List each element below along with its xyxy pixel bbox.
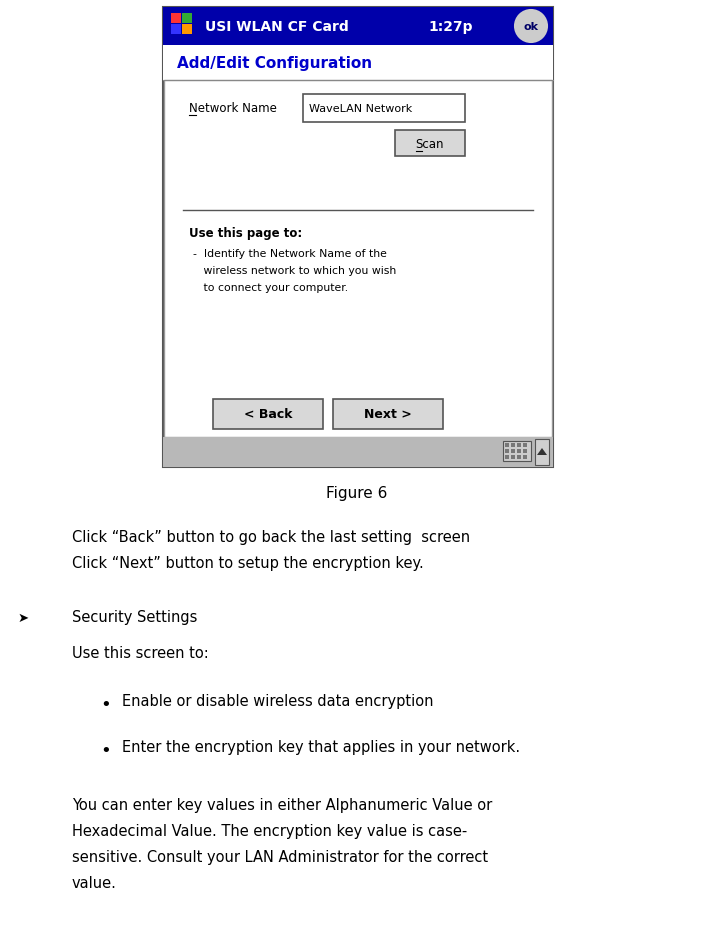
Bar xyxy=(503,442,531,462)
Text: •: • xyxy=(100,696,111,714)
Bar xyxy=(182,25,192,35)
Text: ➤: ➤ xyxy=(18,612,29,624)
Bar xyxy=(511,456,515,460)
Bar xyxy=(511,444,515,447)
Bar xyxy=(517,449,521,453)
Text: Next >: Next > xyxy=(364,408,412,421)
Bar xyxy=(523,444,527,447)
Bar xyxy=(517,444,521,447)
Text: Enter the encryption key that applies in your network.: Enter the encryption key that applies in… xyxy=(122,739,520,754)
Text: Scan: Scan xyxy=(416,138,444,150)
Text: Security Settings: Security Settings xyxy=(72,610,197,624)
Text: -  Identify the Network Name of the: - Identify the Network Name of the xyxy=(193,248,387,259)
Text: wireless network to which you wish: wireless network to which you wish xyxy=(193,265,396,276)
Bar xyxy=(163,437,553,467)
Polygon shape xyxy=(537,448,547,456)
Text: USI WLAN CF Card: USI WLAN CF Card xyxy=(205,20,348,34)
Text: Use this page to:: Use this page to: xyxy=(189,227,302,240)
Bar xyxy=(163,8,553,467)
Bar xyxy=(182,14,192,24)
Text: You can enter key values in either Alphanumeric Value or: You can enter key values in either Alpha… xyxy=(72,797,492,812)
Bar xyxy=(505,449,509,453)
Text: Network Name: Network Name xyxy=(189,102,277,115)
Text: Enable or disable wireless data encryption: Enable or disable wireless data encrypti… xyxy=(122,693,433,708)
Text: sensitive. Consult your LAN Administrator for the correct: sensitive. Consult your LAN Administrato… xyxy=(72,849,488,864)
Text: < Back: < Back xyxy=(243,408,292,421)
Text: •: • xyxy=(100,741,111,759)
Text: WaveLAN Network: WaveLAN Network xyxy=(309,104,412,114)
Text: value.: value. xyxy=(72,875,117,890)
Bar xyxy=(163,46,553,81)
Bar xyxy=(517,456,521,460)
Bar xyxy=(164,81,552,437)
Text: Click “Next” button to setup the encryption key.: Click “Next” button to setup the encrypt… xyxy=(72,555,423,570)
Bar xyxy=(535,440,549,465)
Bar xyxy=(505,444,509,447)
Bar xyxy=(171,14,181,24)
Bar xyxy=(523,449,527,453)
Bar xyxy=(395,131,465,157)
Text: to connect your computer.: to connect your computer. xyxy=(193,282,348,293)
Text: Use this screen to:: Use this screen to: xyxy=(72,646,208,660)
Bar xyxy=(303,95,465,123)
Bar xyxy=(163,8,553,46)
Bar xyxy=(333,399,443,430)
Bar xyxy=(511,449,515,453)
Circle shape xyxy=(515,11,547,43)
Bar xyxy=(523,456,527,460)
Text: Add/Edit Configuration: Add/Edit Configuration xyxy=(177,56,372,71)
Text: Figure 6: Figure 6 xyxy=(326,485,388,500)
Text: Click “Back” button to go back the last setting  screen: Click “Back” button to go back the last … xyxy=(72,530,470,545)
Text: 1:27p: 1:27p xyxy=(428,20,473,34)
Bar xyxy=(505,456,509,460)
Bar xyxy=(171,25,181,35)
Text: ok: ok xyxy=(523,22,538,32)
Text: Hexadecimal Value. The encryption key value is case-: Hexadecimal Value. The encryption key va… xyxy=(72,823,467,838)
Bar xyxy=(213,399,323,430)
